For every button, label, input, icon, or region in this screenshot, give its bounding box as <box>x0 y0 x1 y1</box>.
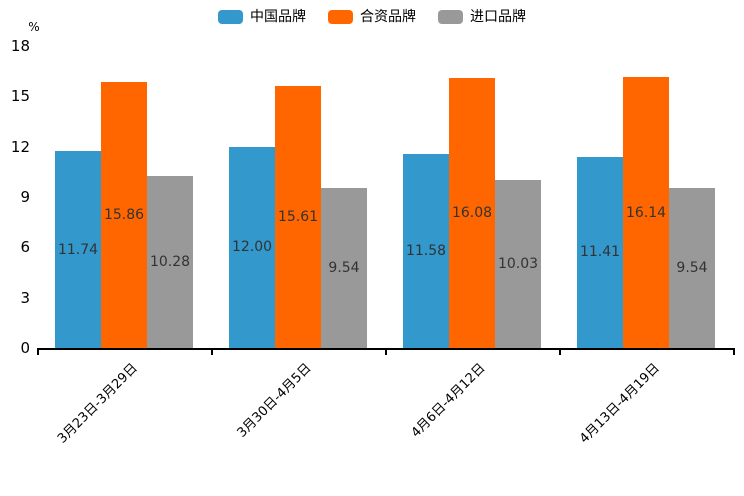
bar-合资品牌-1[interactable] <box>101 81 147 348</box>
legend-item-series-2[interactable]: 合资品牌 <box>328 9 416 25</box>
bar-中国品牌-2[interactable] <box>229 146 275 348</box>
legend-label: 进口品牌 <box>470 9 526 25</box>
x-tick-label: 4月13日-4月19日 <box>576 360 663 447</box>
bar-合资品牌-2[interactable] <box>275 86 321 348</box>
legend-swatch-icon <box>328 10 353 24</box>
legend-swatch-icon <box>218 10 243 24</box>
bar-合资品牌-3[interactable] <box>449 78 495 348</box>
legend-item-series-3[interactable]: 进口品牌 <box>438 9 526 25</box>
x-axis-tick <box>385 348 387 355</box>
x-tick-label: 4月6日-4月12日 <box>408 360 489 441</box>
x-tick-label: 3月23日-3月29日 <box>54 360 141 447</box>
legend-item-series-1[interactable]: 中国品牌 <box>218 9 306 25</box>
x-axis-tick <box>559 348 561 355</box>
x-axis-tick <box>211 348 213 355</box>
y-tick-label: 0 <box>20 339 30 357</box>
bar-进口品牌-1[interactable] <box>147 175 193 348</box>
y-tick-label: 9 <box>20 188 30 206</box>
y-tick-label: 3 <box>20 288 30 307</box>
bar-中国品牌-3[interactable] <box>403 153 449 348</box>
bar-合资品牌-4[interactable] <box>623 77 669 348</box>
bar-中国品牌-4[interactable] <box>577 156 623 348</box>
x-axis-tick <box>37 348 39 355</box>
x-axis-tick <box>733 348 735 355</box>
legend-swatch-icon <box>438 10 463 24</box>
chart-legend: 中国品牌 合资品牌 进口品牌 <box>0 9 744 25</box>
bar-进口品牌-3[interactable] <box>495 179 541 348</box>
bar-进口品牌-2[interactable] <box>321 187 367 348</box>
bar-中国品牌-1[interactable] <box>55 151 101 348</box>
y-tick-label: 6 <box>20 238 30 257</box>
y-tick-label: 18 <box>10 37 30 55</box>
y-axis-unit-label: % <box>28 20 40 34</box>
y-tick-label: 12 <box>10 137 30 156</box>
bar-进口品牌-4[interactable] <box>669 187 715 348</box>
legend-label: 合资品牌 <box>360 9 416 25</box>
legend-label: 中国品牌 <box>250 9 306 25</box>
x-tick-label: 3月30日-4月5日 <box>234 360 315 441</box>
y-tick-label: 15 <box>10 87 30 106</box>
